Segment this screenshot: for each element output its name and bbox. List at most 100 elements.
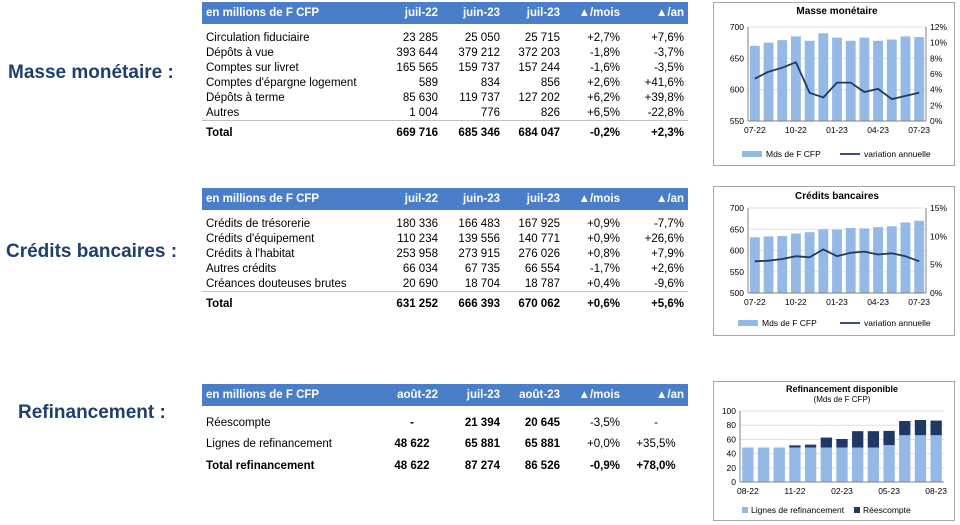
y2-tick-label: 8% xyxy=(930,53,943,63)
bar-reescompte xyxy=(804,444,817,448)
header-unit: en millions de F CFP xyxy=(202,2,382,24)
bar xyxy=(873,227,884,293)
bar-reescompte xyxy=(930,420,942,436)
row-value: -3,5% xyxy=(589,416,620,429)
y-tick-label: 600 xyxy=(730,85,744,95)
row-value: -3,7% xyxy=(653,46,684,59)
total-value: +5,6% xyxy=(624,291,688,316)
header-col-2: juin-23 xyxy=(442,188,504,210)
total-value: 48 622 xyxy=(394,460,430,472)
bar-reescompte xyxy=(914,420,927,436)
header-var-month: ▲/mois xyxy=(564,188,624,210)
table-row: Comptes d'épargne logement 589 834 856 +2,6%… xyxy=(202,75,688,90)
y2-tick-label: 12% xyxy=(930,22,947,32)
row-value: 18 704 xyxy=(464,277,500,290)
header-col-1: juil-22 xyxy=(382,188,442,210)
row-value: 67 735 xyxy=(464,262,500,275)
chart-refinancement: Refinancement disponible (Mds de F CFP) 0 2… xyxy=(713,381,955,521)
row-value: +35,5% xyxy=(636,437,676,450)
row-value: 180 336 xyxy=(396,217,438,230)
bar xyxy=(790,233,801,293)
header-var-month: ▲/mois xyxy=(564,384,624,406)
table-total-row: Total 631 252 666 393 670 062 +0,6% +5,6% xyxy=(202,291,688,316)
x-tick-label: 07-23 xyxy=(908,125,930,135)
header-var-year: ▲/an xyxy=(624,2,688,24)
y-tick-label: 80 xyxy=(727,420,737,430)
row-value: 139 556 xyxy=(458,232,500,245)
bar xyxy=(886,226,897,293)
bar-reescompte xyxy=(836,438,848,448)
y2-tick-label: 10% xyxy=(930,38,947,48)
y2-tick-label: 15% xyxy=(930,203,947,213)
bar xyxy=(832,229,842,293)
header-col-1: août-22 xyxy=(382,384,442,406)
row-value: 1 004 xyxy=(409,106,438,119)
table-row: Dépôts à terme 85 630 119 737 127 202 +6,2% +… xyxy=(202,90,688,105)
total-label: Total xyxy=(202,120,382,145)
section-label-credits-bancaires: Crédits bancaires : xyxy=(6,241,178,262)
row-value: 48 622 xyxy=(394,437,430,450)
row-label: Comptes sur livret xyxy=(206,61,299,74)
chart-title: Crédits bancaires xyxy=(795,191,879,202)
row-value: 393 644 xyxy=(396,46,438,59)
row-value: - xyxy=(410,416,414,429)
row-value: +0,4% xyxy=(587,277,620,290)
bar xyxy=(832,37,842,121)
x-tick-label: 07-22 xyxy=(744,125,766,135)
row-value: 66 554 xyxy=(524,262,560,275)
table-row: Autres crédits 66 034 67 735 66 554 -1,7% +2,… xyxy=(202,261,688,276)
table-credits-bancaires: en millions de F CFP juil-22 juin-23 jui… xyxy=(202,188,688,316)
row-label: Comptes d'épargne logement xyxy=(206,76,357,89)
row-value: -22,8% xyxy=(647,106,684,119)
total-value: -0,9% xyxy=(589,460,620,472)
total-value: 685 346 xyxy=(442,120,504,145)
header-var-year: ▲/an xyxy=(624,188,688,210)
row-value: 21 394 xyxy=(464,416,500,429)
row-value: -1,6% xyxy=(589,61,620,74)
row-value: +41,6% xyxy=(644,76,684,89)
row-value: +2,6% xyxy=(587,76,620,89)
y2-tick-label: 0% xyxy=(930,116,943,126)
total-label: Total xyxy=(202,291,382,316)
row-value: +7,6% xyxy=(651,31,684,44)
bar xyxy=(804,232,815,293)
x-tick-label: 10-22 xyxy=(785,297,807,307)
row-value: 110 234 xyxy=(397,232,438,245)
bar xyxy=(900,36,911,121)
y-tick-label: 20 xyxy=(727,463,737,473)
x-tick-label: 04-23 xyxy=(867,297,889,307)
row-value: 65 881 xyxy=(524,437,560,450)
legend-label-bar: Mds de F CFP xyxy=(762,318,817,328)
x-tick-label: 07-23 xyxy=(908,297,930,307)
x-tick-label: 01-23 xyxy=(826,297,848,307)
row-label: Lignes de refinancement xyxy=(206,437,332,450)
bar xyxy=(859,37,870,121)
row-value: 65 881 xyxy=(464,437,500,450)
x-tick-label: 08-23 xyxy=(925,486,947,496)
total-value: 669 716 xyxy=(382,120,442,145)
bar-reescompte xyxy=(883,430,895,446)
bar xyxy=(763,42,774,121)
row-value: 589 xyxy=(418,76,438,89)
total-value: 87 274 xyxy=(464,460,500,472)
table-refinancement: en millions de F CFP août-22 juil-23 aoû… xyxy=(202,384,688,478)
total-value: +0,6% xyxy=(564,291,624,316)
row-value: +0,9% xyxy=(587,232,620,245)
row-value: - xyxy=(654,416,658,429)
chart-title: Masse monétaire xyxy=(796,6,878,17)
total-value: -0,2% xyxy=(564,120,624,145)
table-header-row: en millions de F CFP août-22 juil-23 aoû… xyxy=(202,384,688,406)
bar xyxy=(763,236,774,293)
chart-masse-monetaire: Masse monétaire 550 600 650 700 0% 2% 4% 6% 8% 10%… xyxy=(713,2,955,166)
row-label: Créances douteuses brutes xyxy=(206,277,347,290)
x-tick-label: 02-23 xyxy=(831,486,853,496)
table-row: Crédits de trésorerie 180 336 166 483 167 9… xyxy=(202,216,688,231)
total-value: 631 252 xyxy=(382,291,442,316)
bar xyxy=(914,220,925,293)
table-total-row: Total refinancement 48 622 87 274 86 526 -0,… xyxy=(202,454,688,478)
y-tick-label: 500 xyxy=(730,288,744,298)
table-header-row: en millions de F CFP juil-22 juin-23 jui… xyxy=(202,2,688,24)
bar-reescompte xyxy=(789,445,801,448)
bar-lignes xyxy=(804,447,817,482)
y2-tick-label: 0% xyxy=(930,288,943,298)
